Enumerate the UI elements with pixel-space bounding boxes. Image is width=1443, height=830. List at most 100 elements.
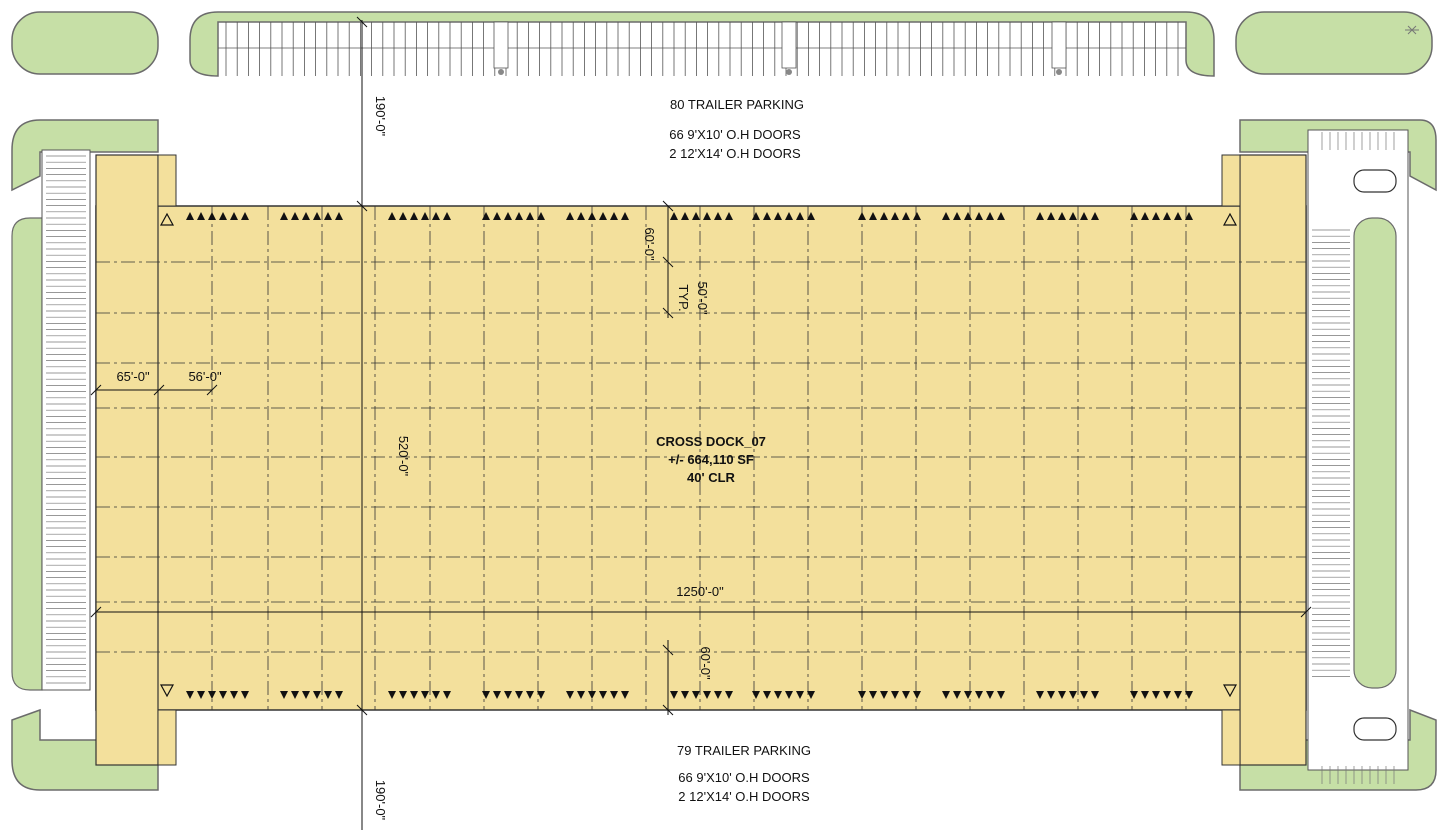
dock-door-triangle-icon <box>997 691 1005 699</box>
dock-door-triangle-icon <box>913 691 921 699</box>
dock-door-triangle-icon <box>1174 691 1182 699</box>
dim-building-length: 1250'-0" <box>676 584 724 599</box>
dimension-lines <box>90 16 1312 830</box>
dock-door-triangle-icon <box>280 212 288 220</box>
trailer-parking-top <box>218 21 1186 76</box>
dock-door-triangle-icon <box>208 691 216 699</box>
dock-door-triangle-icon <box>399 212 407 220</box>
stall-island <box>781 21 797 69</box>
dock-door-triangle-icon <box>302 691 310 699</box>
dock-door-triangle-icon <box>714 691 722 699</box>
dock-door-triangle-icon <box>858 212 866 220</box>
building-footprint <box>95 205 1307 711</box>
dock-door-triangle-icon <box>964 212 972 220</box>
dock-door-triangle-icon <box>610 212 618 220</box>
dock-door-triangle-icon <box>537 212 545 220</box>
dock-door-triangle-icon <box>796 212 804 220</box>
dock-door-triangle-icon <box>1058 212 1066 220</box>
top-trailer-parking-label: 80 TRAILER PARKING <box>670 97 804 112</box>
dock-door-triangle-icon <box>703 691 711 699</box>
dock-door-triangle-icon <box>869 691 877 699</box>
dock-door-triangle-icon <box>443 212 451 220</box>
dock-door-triangle-icon <box>953 212 961 220</box>
dock-door-triangle-icon <box>1152 212 1160 220</box>
dock-door-triangle-icon <box>1185 212 1193 220</box>
parking-strip-left <box>11 149 91 691</box>
dock-door-triangle-icon <box>515 691 523 699</box>
dock-door-triangle-icon <box>1080 212 1088 220</box>
dock-door-triangle-icon <box>681 691 689 699</box>
dock-door-triangle-icon <box>692 212 700 220</box>
dock-door-triangle-icon <box>399 691 407 699</box>
dock-door-triangle-icon <box>324 212 332 220</box>
dock-door-triangle-icon <box>1141 691 1149 699</box>
dock-door-triangle-icon <box>566 691 574 699</box>
dock-door-triangle-icon <box>197 691 205 699</box>
dock-door-triangle-icon <box>725 212 733 220</box>
dim-typical-bay: 50'-0" <box>695 281 710 315</box>
office-right <box>1239 154 1307 766</box>
dim-end-bay: 65'-0" <box>116 369 150 384</box>
dock-door-triangle-icon <box>1036 212 1044 220</box>
dock-door-triangle-icon <box>975 212 983 220</box>
dock-door-triangle-icon <box>1069 212 1077 220</box>
dock-door-triangle-icon <box>1058 691 1066 699</box>
dock-door-triangle-icon <box>1091 691 1099 699</box>
dock-door-triangle-icon <box>1069 691 1077 699</box>
dock-door-triangle-icon <box>410 212 418 220</box>
dock-door-triangle-icon <box>869 212 877 220</box>
drive-in-door-triangle-icon <box>159 684 175 698</box>
dock-door-triangle-icon <box>752 691 760 699</box>
dock-door-triangle-icon <box>891 212 899 220</box>
drive-in-door-triangle-icon <box>1222 684 1238 698</box>
dim-top-truck-court: 190'-0" <box>373 96 388 137</box>
dock-door-triangle-icon <box>577 691 585 699</box>
dock-door-triangle-icon <box>1130 691 1138 699</box>
dock-door-triangle-icon <box>197 212 205 220</box>
dock-door-triangle-icon <box>482 212 490 220</box>
dock-door-triangle-icon <box>421 212 429 220</box>
dock-door-triangle-icon <box>588 212 596 220</box>
top-doors-label-1: 66 9'X10' O.H DOORS <box>669 127 801 142</box>
dock-door-triangle-icon <box>537 691 545 699</box>
dock-door-triangle-icon <box>577 212 585 220</box>
dock-door-triangle-icon <box>986 691 994 699</box>
dock-door-triangle-icon <box>1036 691 1044 699</box>
dock-door-triangle-icon <box>986 212 994 220</box>
office-left <box>95 154 159 766</box>
dock-door-triangle-icon <box>902 691 910 699</box>
dock-door-triangle-icon <box>186 212 194 220</box>
dock-door-triangle-icon <box>493 212 501 220</box>
dock-door-triangle-icon <box>1185 691 1193 699</box>
dock-door-triangle-icon <box>891 691 899 699</box>
dock-door-triangle-icon <box>752 212 760 220</box>
dock-door-triangle-icon <box>566 212 574 220</box>
dock-door-triangle-icon <box>421 691 429 699</box>
drive-in-door-triangle-icon <box>159 212 175 226</box>
dock-door-triangle-icon <box>880 212 888 220</box>
dock-door-triangle-icon <box>493 691 501 699</box>
north-arrow-icon <box>1405 25 1419 35</box>
dock-door-triangle-icon <box>942 691 950 699</box>
dock-door-triangle-icon <box>880 691 888 699</box>
dock-door-triangle-icon <box>1047 691 1055 699</box>
dock-door-triangle-icon <box>291 212 299 220</box>
landscape-island-top-left <box>11 11 159 75</box>
dim-bottom-truck-court: 190'-0" <box>373 780 388 821</box>
dock-door-triangle-icon <box>410 691 418 699</box>
dim-bottom-speed-bay: 60'-0" <box>698 646 713 680</box>
dock-door-triangle-icon <box>681 212 689 220</box>
dock-door-triangle-icon <box>504 691 512 699</box>
dock-door-triangle-icon <box>785 212 793 220</box>
dock-door-triangle-icon <box>1163 212 1171 220</box>
dock-door-triangle-icon <box>313 212 321 220</box>
dock-door-triangle-icon <box>621 691 629 699</box>
dock-door-triangle-icon <box>774 212 782 220</box>
dock-door-triangle-icon <box>670 691 678 699</box>
dock-door-triangle-icon <box>208 212 216 220</box>
dock-door-triangle-icon <box>774 691 782 699</box>
dock-door-triangle-icon <box>504 212 512 220</box>
dock-door-triangle-icon <box>858 691 866 699</box>
stall-island <box>493 21 509 69</box>
dock-door-triangle-icon <box>482 691 490 699</box>
